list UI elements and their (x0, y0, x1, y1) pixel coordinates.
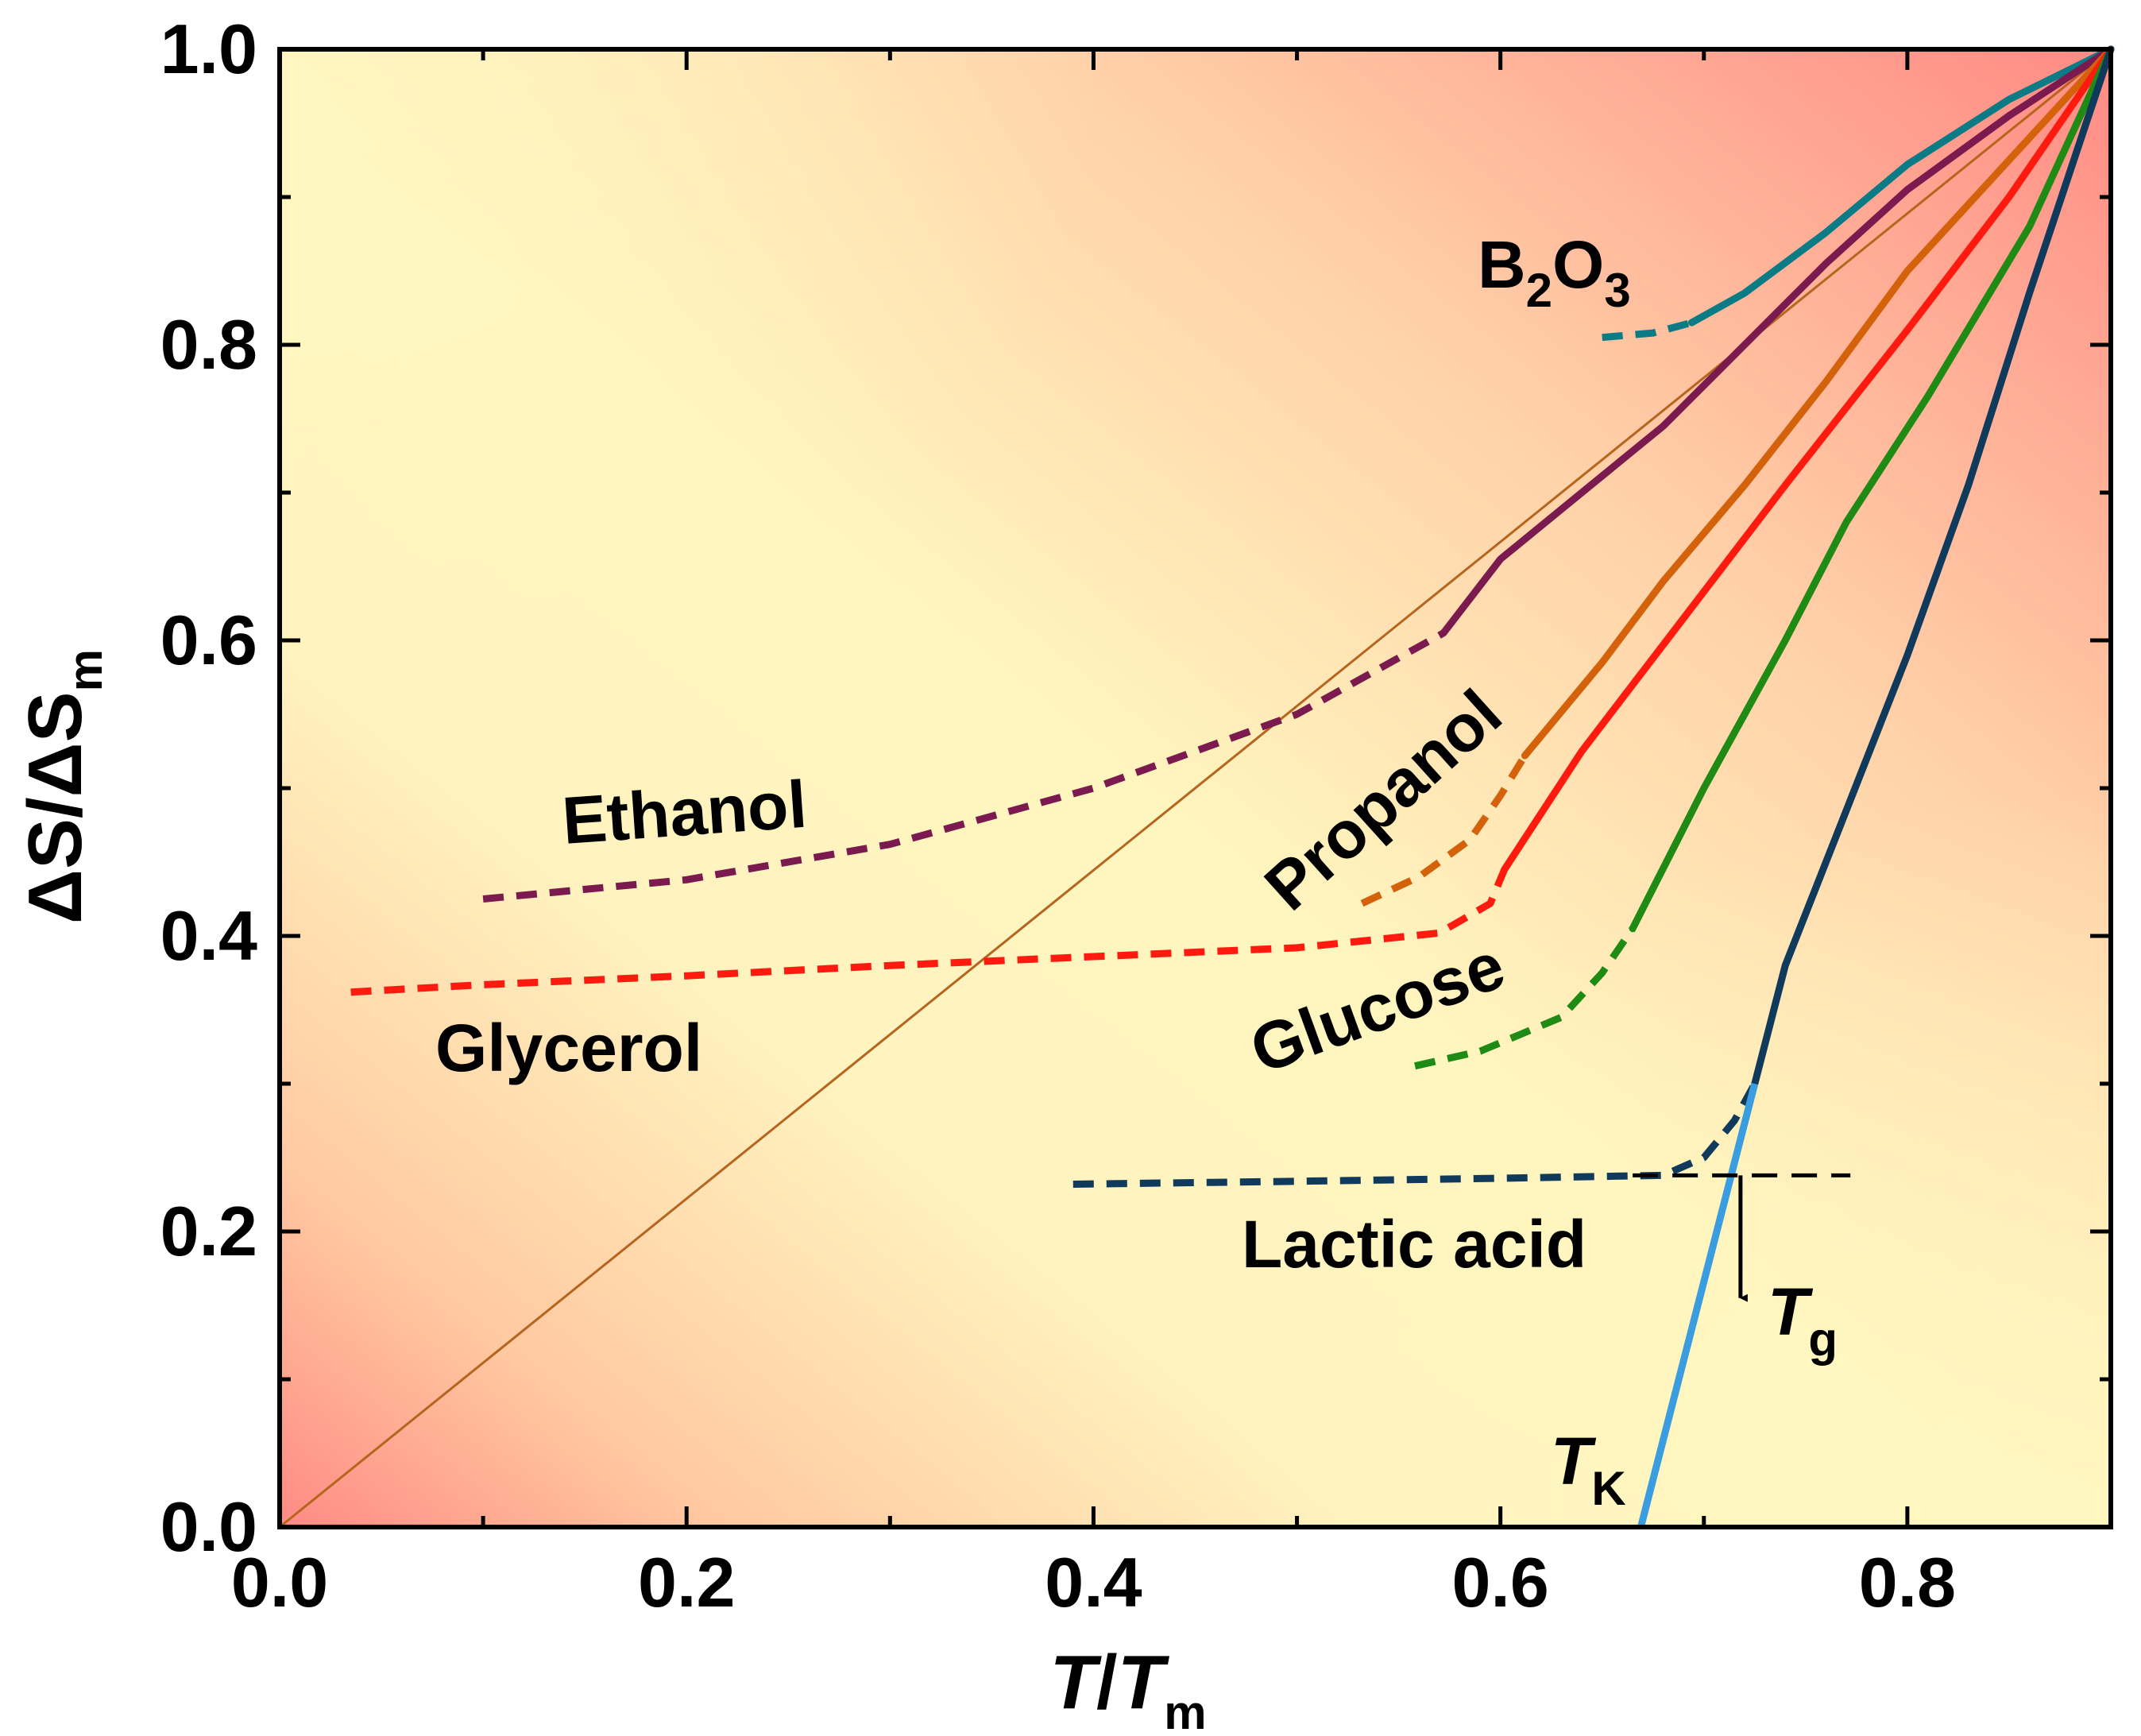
tg-label: Tg (1768, 1274, 1838, 1366)
x-axis-title-sub: m (1164, 1686, 1206, 1736)
tg-marker (1633, 1173, 1851, 1302)
y-tick-label: 0.6 (160, 601, 257, 679)
axis-ticks (277, 47, 2113, 1529)
label-b2o3-sub2: 3 (1604, 264, 1630, 317)
y-axis-title: ΔS/ΔSm (13, 649, 112, 924)
y-axis-title-sub: m (59, 649, 112, 691)
x-tick-label: 0.2 (638, 1543, 735, 1622)
plot-frame (277, 47, 2113, 1529)
x-axis-title: T/Tm (1049, 1640, 1206, 1736)
series-propanol-solid (1521, 45, 2115, 760)
y-tick-label: 0.8 (160, 305, 257, 384)
tick-labels: 0.0 0.2 0.4 0.6 0.8 0.0 0.2 0.4 0.6 0.8 1.0 (160, 10, 1956, 1622)
label-lactic-acid: Lactic acid (1242, 1207, 1586, 1282)
label-glycerol: Glycerol (435, 1011, 702, 1085)
y-tick-label: 0.4 (160, 896, 257, 975)
reference-line (279, 48, 2112, 1529)
x-axis-title-sep: / (1096, 1640, 1118, 1725)
y-tick-label: 1.0 (160, 10, 257, 88)
y-tick-label: 0.2 (160, 1192, 257, 1270)
y-axis-title-main: ΔS/ΔS (13, 691, 98, 924)
x-tick-label: 0.4 (1045, 1543, 1142, 1622)
tg-label-t: T (1768, 1274, 1814, 1349)
label-b2o3-b: B (1478, 227, 1526, 302)
series-glycerol-solid (1501, 45, 2115, 873)
label-ethanol: Ethanol (560, 767, 810, 858)
x-tick-label: 0.0 (231, 1543, 328, 1622)
series-glycerol-dashed (350, 868, 1508, 996)
tk-label: TK (1551, 1424, 1626, 1515)
series-b2o3-dashed (1602, 319, 1693, 342)
series-lines (350, 45, 2115, 1529)
series-b2o3-solid (1687, 45, 2115, 327)
series-propanol-dashed (1360, 753, 1528, 907)
label-b2o3-o: O (1552, 227, 1604, 302)
tk-label-t: T (1551, 1424, 1597, 1498)
label-b2o3-sub1: 2 (1526, 264, 1552, 317)
series-lactic-acid-solid (1751, 45, 2115, 1088)
series-lactic-acid-dashed (1072, 1081, 1758, 1188)
x-axis-title-t: T (1049, 1640, 1102, 1725)
reference-line-group (279, 48, 2112, 1529)
series-ethanol-dashed (482, 629, 1446, 903)
x-tick-label: 0.8 (1859, 1543, 1956, 1622)
series-glucose-dashed (1414, 926, 1636, 1070)
series-ethanol-solid (1440, 45, 2115, 637)
label-b2o3: B2O3 (1478, 227, 1631, 317)
x-axis-title-t2: T (1118, 1640, 1170, 1725)
y-tick-label: 0.0 (160, 1487, 257, 1566)
x-tick-label: 0.6 (1451, 1543, 1548, 1622)
series-glucose-solid (1629, 45, 2115, 933)
tk-label-sub: K (1591, 1462, 1625, 1515)
tk-extrapolation-line (1637, 1082, 1759, 1529)
tg-label-sub: g (1808, 1313, 1838, 1366)
